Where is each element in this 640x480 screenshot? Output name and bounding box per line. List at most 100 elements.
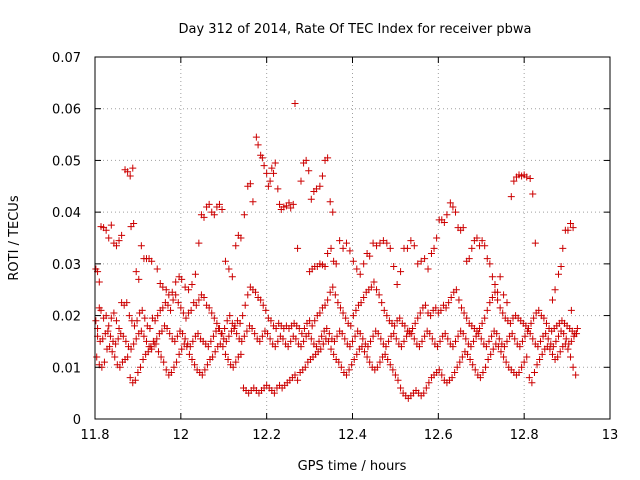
data-point [530,314,538,322]
data-point [126,374,134,382]
data-point [520,358,528,366]
data-point [318,172,326,180]
data-point [104,327,112,335]
data-point [99,335,107,343]
data-point [232,358,240,366]
data-point [557,262,565,270]
data-point [162,286,170,294]
data-point [300,325,308,332]
data-point [554,353,562,361]
data-point [337,363,345,371]
data-point [437,306,445,314]
data-point [248,325,256,332]
data-point [488,332,496,340]
data-point [559,244,567,252]
data-point [526,175,534,183]
data-point [424,265,432,273]
data-point [105,322,113,330]
data-point [446,199,454,207]
data-point [342,371,350,379]
data-point [316,182,324,190]
data-point [569,363,577,371]
data-point [317,345,325,353]
data-point [195,296,203,304]
data-point [240,211,248,219]
data-point [470,337,478,345]
data-point [173,332,181,340]
data-point [526,330,534,338]
data-point [215,200,223,208]
data-point [297,177,305,185]
data-point [258,154,266,162]
data-point [357,299,365,307]
data-point [518,363,526,371]
data-point [301,363,309,371]
data-point [352,306,360,314]
data-point [279,335,287,343]
data-point [232,242,240,250]
data-point [123,299,131,307]
data-point [542,319,550,327]
data-point [268,164,276,172]
data-point [454,332,462,340]
data-point [455,296,463,304]
data-point [403,244,411,252]
data-point [528,379,536,387]
x-tick-label: 12.4 [338,428,367,443]
data-point [349,337,356,345]
data-point [264,330,272,338]
data-point [167,306,175,314]
data-point [215,325,223,332]
data-point [138,306,146,314]
y-tick-label: 0.05 [52,154,81,169]
data-point [107,221,115,229]
data-point [567,306,575,314]
data-point [491,288,499,296]
data-point [204,343,212,351]
data-point [118,231,126,239]
data-point [335,358,343,366]
data-point [421,301,429,309]
data-point [258,332,266,340]
data-point [311,317,319,325]
data-point [106,332,114,340]
data-point [510,177,518,185]
data-point [373,363,381,371]
data-point [381,350,389,358]
data-point [244,291,252,299]
data-point [159,304,167,312]
data-point [233,330,241,338]
data-point [488,273,496,281]
data-point [155,348,163,356]
data-point [464,350,472,358]
data-point [481,314,489,322]
data-point [533,361,541,369]
data-point [129,164,137,172]
data-point [116,363,124,371]
data-point [272,325,280,332]
data-point [172,278,180,286]
data-point [162,366,170,374]
data-point [315,337,323,345]
x-tick-label: 12.8 [510,428,539,443]
data-point [502,358,510,366]
axis-ticks [94,56,611,420]
data-point [111,353,119,361]
data-point [305,167,313,175]
data-point [428,335,436,343]
data-point [397,268,405,276]
data-point [156,280,164,288]
data-point [297,343,305,351]
data-point [479,368,487,376]
data-point [353,350,361,358]
data-point [389,366,397,374]
data-point [506,319,514,327]
data-point [302,156,310,164]
data-point [407,237,415,245]
data-point [151,317,159,325]
data-point [367,337,375,345]
data-point [564,345,572,353]
data-point [447,293,455,301]
data-point [567,353,575,361]
data-point [192,301,200,309]
